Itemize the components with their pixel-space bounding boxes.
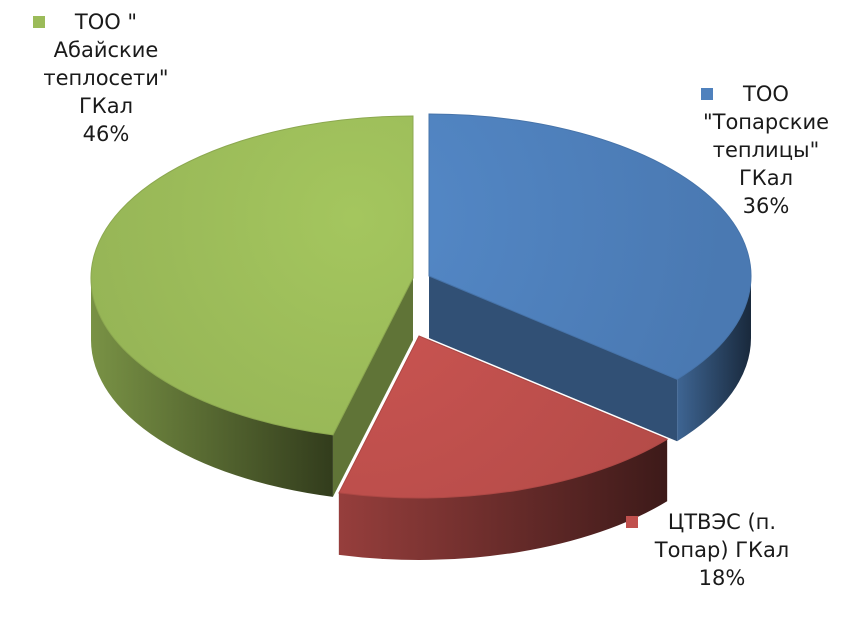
data-label-line: ГКал (738, 166, 793, 190)
data-label-slice-0: ТОО "Топарские теплицы" ГКал 36% (680, 80, 852, 220)
data-label-line: "Топарские (702, 110, 830, 134)
data-label-line: теплосети" (43, 66, 169, 90)
pie-slice-0-side (677, 276, 751, 442)
percent-label-slice-2: 46% (82, 122, 130, 146)
pie-slice-0 (428, 113, 752, 380)
pie-slice-2 (90, 115, 414, 436)
legend-key-slice-1 (625, 516, 638, 528)
pie-slice-1-side (338, 439, 668, 561)
data-label-line: ТОО (743, 82, 789, 106)
data-label-line: Абайские (53, 38, 159, 62)
data-label-line: ТОО " (74, 10, 138, 34)
data-label-slice-1: ЦТВЭС (п. Топар) ГКал 18% (612, 508, 832, 592)
legend-key-slice-0 (701, 88, 714, 100)
pie-slice-1 (338, 335, 669, 499)
data-label-slice-2: ТОО " Абайские теплосети" ГКал 46% (8, 8, 204, 148)
data-label-line: ГКал (78, 94, 133, 118)
pie-slice-2-cut-0 (332, 278, 413, 497)
pie-slice-2-side (91, 278, 333, 497)
legend-key-slice-2 (32, 16, 45, 28)
data-label-line: ЦТВЭС (п. (667, 510, 777, 534)
data-label-line: Топар) ГКал (654, 538, 790, 562)
percent-label-slice-0: 36% (742, 194, 790, 218)
pie-slice-0-cut-1 (429, 276, 678, 442)
data-label-line: теплицы" (712, 138, 820, 162)
percent-label-slice-1: 18% (698, 566, 746, 590)
